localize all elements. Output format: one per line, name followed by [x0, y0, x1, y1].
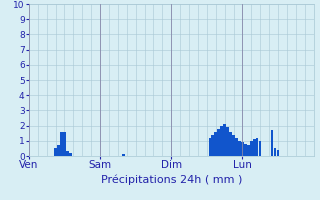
Bar: [256, 138, 259, 156]
Bar: [226, 127, 229, 156]
Bar: [235, 138, 238, 156]
Bar: [259, 141, 261, 156]
Bar: [277, 150, 279, 156]
Bar: [220, 126, 223, 156]
Bar: [232, 135, 235, 156]
Bar: [123, 154, 125, 156]
Bar: [60, 132, 63, 156]
Bar: [57, 145, 60, 156]
Bar: [217, 129, 220, 156]
Bar: [247, 145, 250, 156]
Bar: [212, 135, 214, 156]
Bar: [209, 138, 211, 156]
Bar: [253, 139, 255, 156]
Bar: [69, 153, 72, 156]
Bar: [241, 142, 244, 156]
Bar: [214, 132, 217, 156]
Bar: [223, 124, 226, 156]
Bar: [66, 151, 68, 156]
Bar: [229, 132, 232, 156]
Bar: [238, 141, 241, 156]
Bar: [54, 148, 57, 156]
X-axis label: Précipitations 24h ( mm ): Précipitations 24h ( mm ): [100, 174, 242, 185]
Bar: [274, 148, 276, 156]
Bar: [63, 132, 66, 156]
Bar: [250, 141, 252, 156]
Bar: [271, 130, 273, 156]
Bar: [244, 144, 247, 156]
